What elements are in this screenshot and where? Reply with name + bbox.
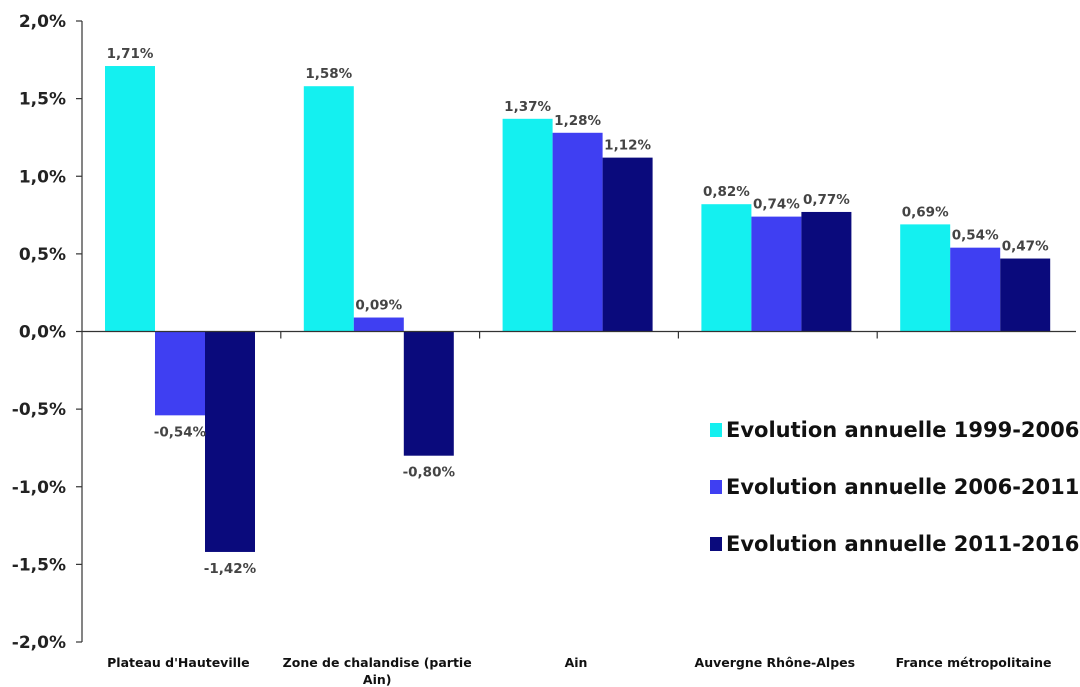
x-category-label: Plateau d'Hauteville [107, 655, 250, 670]
y-tick-label: 0,5% [19, 245, 66, 265]
y-axis: 2,0% 1,5% 1,0% 0,5% 0,0% -0,5% -1,0% -1,5% -2,0% [12, 12, 83, 653]
data-label: -0,54% [154, 424, 207, 440]
bar [303, 86, 354, 332]
y-tick-label: -1,0% [12, 478, 66, 498]
bar [900, 224, 951, 332]
bar [403, 331, 454, 456]
x-category-label: Auvergne Rhône-Alpes [695, 655, 856, 670]
bar [602, 157, 653, 332]
bars [105, 66, 1051, 552]
x-category-label: Zone de chalandise (partie [283, 655, 472, 670]
legend-swatch [710, 480, 722, 494]
data-label: 1,58% [305, 66, 352, 82]
y-tick-label: -0,5% [12, 400, 66, 420]
bar [801, 211, 852, 332]
bar [155, 331, 205, 416]
data-label: 1,37% [504, 99, 551, 115]
data-label: 0,69% [902, 204, 949, 220]
legend-label: Evolution annuelle 2006-2011 [726, 475, 1079, 499]
y-tick-label: -2,0% [12, 633, 66, 653]
y-tick-label: 0,0% [19, 323, 66, 343]
data-label: 0,82% [703, 184, 750, 200]
legend-label: Evolution annuelle 2011-2016 [726, 532, 1079, 556]
data-label: 0,09% [355, 298, 402, 314]
data-label: -0,80% [403, 465, 456, 481]
bar [353, 317, 404, 332]
bar [751, 216, 802, 332]
data-label: 0,54% [952, 228, 999, 244]
y-tick-label: 1,5% [19, 90, 66, 110]
legend-swatch [710, 537, 722, 551]
y-tick-label: 1,0% [19, 167, 66, 187]
bar [701, 204, 752, 332]
y-tick-label: -1,5% [12, 555, 66, 575]
bar [1000, 258, 1051, 332]
data-label: -1,42% [204, 561, 257, 577]
x-category-label: Ain [565, 655, 588, 670]
bar [552, 132, 603, 332]
data-labels: 1,71% 1,58% 1,37% 0,82% 0,69% -0,54% 0,09% 1,28… [107, 46, 1050, 577]
data-label: 0,74% [753, 197, 800, 213]
legend-label: Evolution annuelle 1999-2006 [726, 418, 1079, 442]
y-tick-label: 2,0% [19, 12, 66, 32]
data-label: 1,12% [604, 138, 651, 154]
data-label: 1,71% [107, 46, 154, 62]
bar [205, 331, 255, 552]
x-category-label: France métropolitaine [896, 655, 1052, 670]
data-label: 1,28% [554, 113, 601, 129]
legend: Evolution annuelle 1999-2006 Evolution an… [710, 418, 1079, 556]
x-axis: Plateau d'Hauteville Zone de chalandise (… [82, 330, 1076, 687]
data-label: 0,47% [1002, 239, 1049, 255]
x-category-label: Ain) [363, 672, 392, 687]
bar [105, 66, 155, 332]
data-label: 0,77% [803, 192, 850, 208]
legend-swatch [710, 423, 722, 437]
bar [502, 118, 553, 332]
bar [950, 247, 1001, 332]
